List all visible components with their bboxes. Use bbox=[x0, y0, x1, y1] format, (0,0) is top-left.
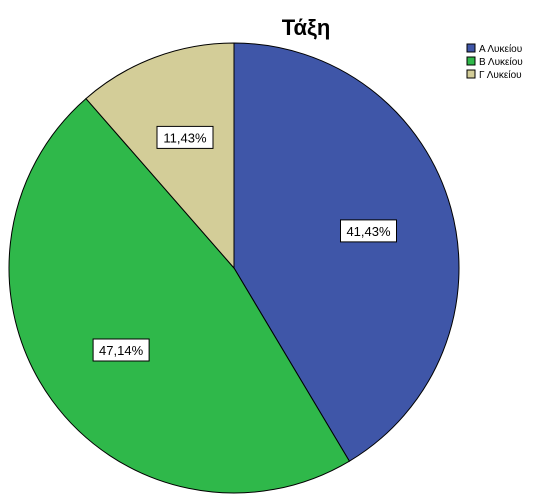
slice-label-1: 41,43% bbox=[340, 219, 397, 243]
slice-label-3: 11,43% bbox=[156, 125, 214, 149]
legend-swatch bbox=[466, 56, 476, 66]
slice-label-2: 47,14% bbox=[92, 338, 150, 362]
slice-label-text: 47,14% bbox=[99, 343, 144, 358]
slice-label-box bbox=[340, 219, 397, 243]
legend-label: Β Λυκείου bbox=[479, 56, 523, 68]
legend-item-2: Β Λυκείου bbox=[466, 56, 523, 68]
slice-label-text: 11,43% bbox=[163, 130, 207, 145]
pie-slice-1 bbox=[233, 42, 460, 462]
pie-slice-3 bbox=[85, 42, 235, 270]
pie-slices bbox=[8, 42, 460, 494]
slice-label-box bbox=[92, 338, 150, 362]
legend-item-3: Γ Λυκείου bbox=[466, 69, 522, 81]
slice-label-box bbox=[156, 125, 214, 149]
legend-swatch bbox=[466, 43, 476, 53]
legend-label: Γ Λυκείου bbox=[479, 69, 522, 81]
legend-swatch bbox=[466, 69, 476, 79]
legend-label: Α Λυκείου bbox=[479, 43, 522, 55]
pie-slice-2 bbox=[8, 97, 351, 494]
pie-labels: 41,43% 47,14% 11,43% bbox=[92, 125, 397, 362]
slice-label-text: 41,43% bbox=[346, 224, 391, 239]
legend-item-1: Α Λυκείου bbox=[466, 43, 522, 55]
chart-title: Τάξη bbox=[282, 15, 331, 40]
